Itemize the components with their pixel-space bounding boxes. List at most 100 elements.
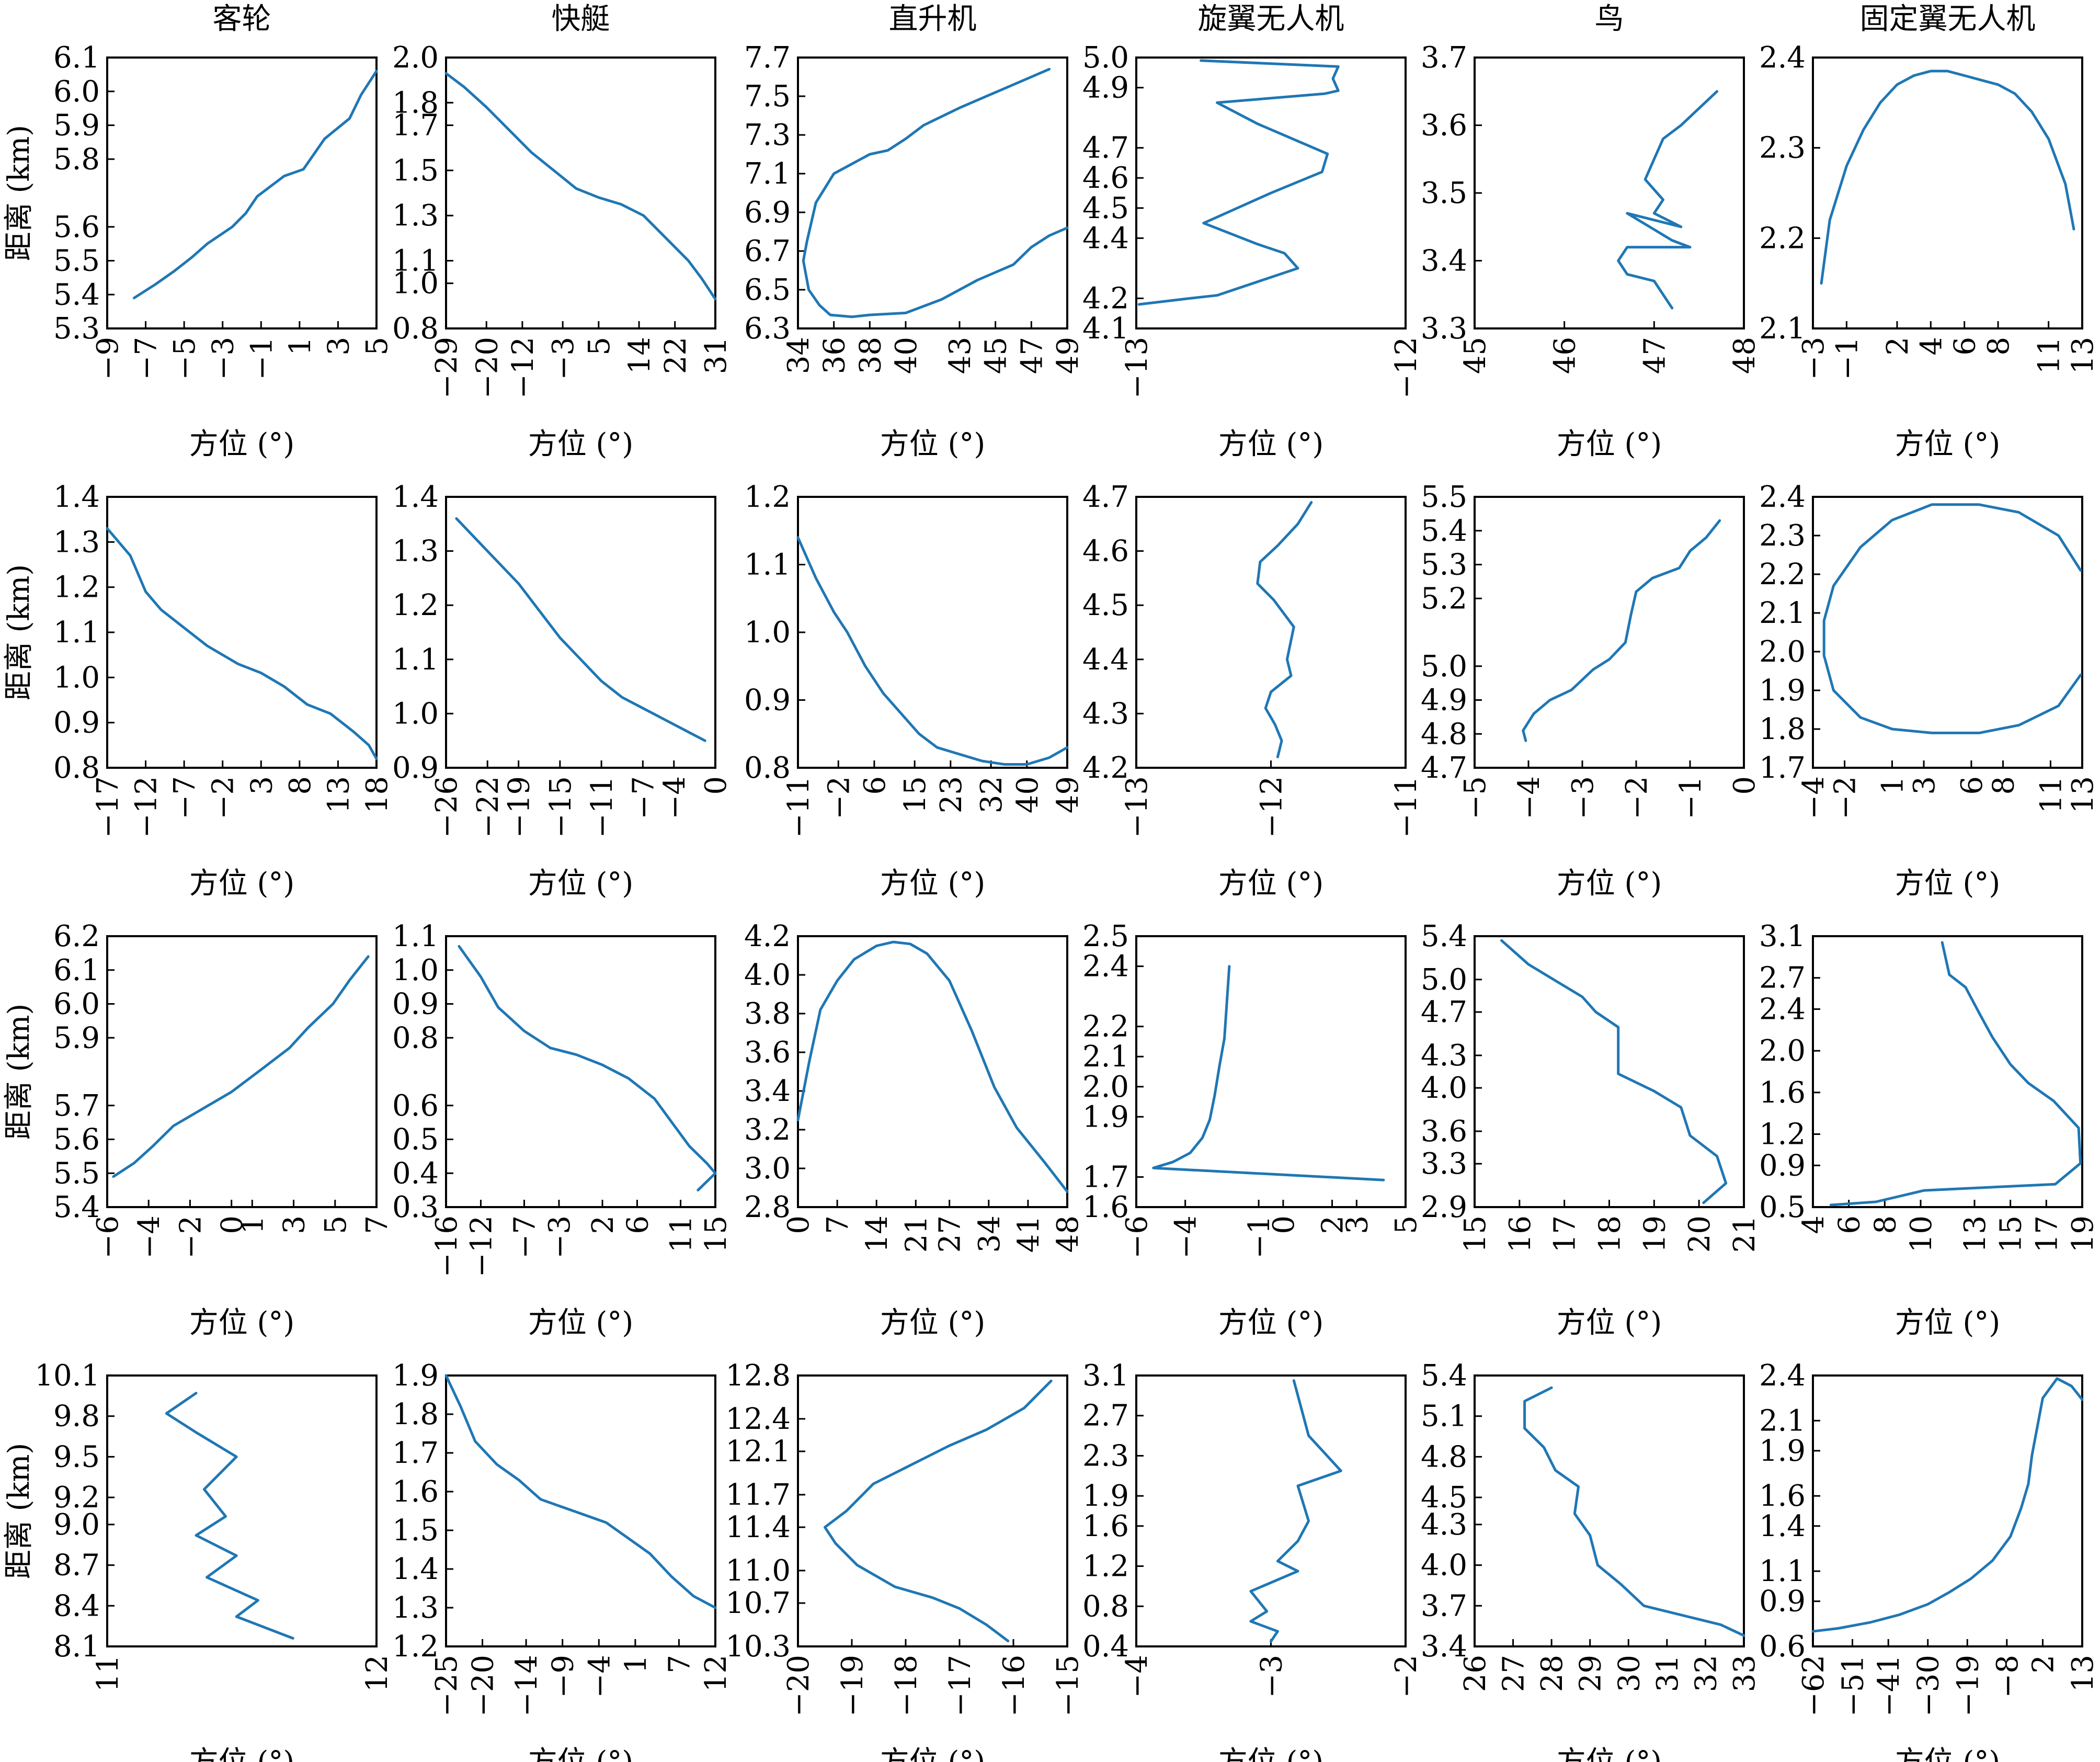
x-tick-label: 8 (283, 776, 317, 795)
y-tick-label: 3.8 (744, 997, 791, 1031)
x-tick-label: −3 (1566, 776, 1600, 820)
y-tick-label: 1.6 (1759, 1479, 1806, 1513)
x-tick-label: −20 (466, 1655, 500, 1716)
y-tick-label: 11.7 (725, 1478, 791, 1512)
x-tick-label: 17 (1548, 1215, 1582, 1253)
y-tick-label: 5.4 (53, 278, 100, 312)
series-line (824, 1379, 1053, 1643)
x-tick-label: −22 (471, 776, 505, 838)
x-tick-label: −11 (585, 776, 619, 838)
y-tick-label: 1.8 (392, 86, 439, 120)
x-tick-label: 15 (1458, 1215, 1492, 1253)
y-tick-label: 1.3 (392, 535, 439, 569)
y-tick-label: 3.0 (744, 1152, 791, 1186)
x-tick-label: 2 (1881, 337, 1915, 356)
x-tick-label: 40 (889, 337, 923, 374)
y-tick-label: 1.9 (1759, 1434, 1806, 1468)
x-tick-label: 45 (1458, 337, 1492, 374)
y-tick-label: 0.3 (392, 1190, 439, 1224)
y-tick-label: 4.7 (1421, 751, 1467, 785)
y-tick-label: 0.4 (392, 1156, 439, 1190)
x-tick-label: −1 (1830, 337, 1864, 380)
y-tick-label: 1.8 (392, 1397, 439, 1431)
y-tick-label: 5.3 (53, 312, 100, 346)
y-tick-label: 4.6 (1082, 535, 1129, 569)
y-tick-label: 1.4 (53, 480, 100, 514)
y-tick-label: 1.4 (392, 480, 439, 514)
y-tick-label: 5.5 (1421, 480, 1467, 514)
y-tick-label: 3.3 (1421, 312, 1467, 346)
x-axis-label: 方位 (°) (880, 1306, 986, 1340)
y-tick-label: 9.2 (53, 1481, 100, 1515)
column-title: 客轮 (213, 2, 271, 36)
y-tick-label: 6.2 (53, 919, 100, 953)
x-tick-label: −12 (1255, 776, 1289, 838)
y-tick-label: 0.9 (392, 751, 439, 785)
y-tick-label: 3.4 (1421, 244, 1467, 278)
x-tick-label: −12 (506, 337, 540, 399)
y-tick-label: 1.1 (744, 548, 791, 582)
y-tick-label: 0.8 (744, 751, 791, 785)
y-tick-label: 2.2 (1082, 1010, 1129, 1044)
y-tick-label: 1.6 (1082, 1190, 1129, 1224)
y-tick-label: 5.6 (53, 1123, 100, 1157)
y-tick-label: 6.1 (53, 41, 100, 75)
series-line (1829, 941, 2082, 1207)
x-tick-label: 3 (322, 337, 356, 356)
series-line (133, 70, 378, 300)
y-tick-label: 0.5 (1759, 1190, 1806, 1224)
y-tick-label: 4.5 (1082, 191, 1129, 225)
plot-frame (1135, 496, 1407, 769)
x-tick-label: −3 (1255, 1655, 1289, 1698)
x-tick-label: 2 (1316, 1215, 1350, 1234)
y-tick-label: 1.0 (392, 953, 439, 987)
y-tick-label: 11.0 (725, 1554, 791, 1588)
x-axis-label: 方位 (°) (1557, 867, 1662, 901)
x-tick-label: −41 (1872, 1655, 1906, 1716)
x-tick-label: 21 (1728, 1215, 1762, 1253)
column-title: 旋翼无人机 (1198, 2, 1344, 36)
x-tick-label: 4 (1914, 337, 1948, 356)
y-tick-label: 2.1 (1759, 1404, 1806, 1438)
y-tick-label: 6.1 (53, 953, 100, 987)
x-axis-label: 方位 (°) (1557, 1306, 1662, 1340)
y-tick-label: 5.1 (1421, 1400, 1467, 1434)
y-tick-label: 1.4 (1759, 1509, 1806, 1543)
x-tick-label: 3 (1908, 776, 1942, 795)
y-tick-label: 1.2 (744, 480, 791, 514)
x-tick-label: −3 (1797, 337, 1831, 380)
series-line (1256, 501, 1313, 758)
x-axis-label: 方位 (°) (880, 427, 986, 461)
plot-frame (1812, 935, 2083, 1208)
y-tick-label: 8.4 (53, 1589, 100, 1623)
x-tick-label: 13 (2066, 1655, 2100, 1692)
y-tick-label: 4.3 (1421, 1039, 1467, 1073)
x-tick-label: 45 (979, 337, 1013, 374)
x-tick-label: −6 (91, 1215, 125, 1259)
y-tick-label: 5.9 (53, 1021, 100, 1055)
plot-frame (106, 496, 378, 769)
x-tick-label: 12 (360, 1655, 394, 1692)
x-tick-label: 40 (1011, 776, 1045, 813)
x-tick-label: 2 (586, 1215, 620, 1234)
x-tick-label: 27 (933, 1215, 967, 1253)
x-axis-label: 方位 (°) (189, 867, 295, 901)
x-tick-label: 47 (1638, 337, 1672, 374)
x-tick-label: 4 (1797, 1215, 1831, 1234)
x-tick-label: −5 (1458, 776, 1492, 820)
y-tick-label: 7.5 (744, 79, 791, 113)
x-tick-label: −4 (132, 1215, 166, 1259)
y-tick-label: 7.3 (744, 118, 791, 152)
x-tick-label: 31 (699, 337, 733, 374)
y-tick-label: 1.3 (392, 1591, 439, 1625)
y-tick-label: 3.6 (1421, 109, 1467, 143)
y-tick-label: 4.9 (1421, 684, 1467, 718)
x-tick-label: −14 (510, 1655, 544, 1716)
y-tick-label: 1.0 (392, 697, 439, 731)
y-tick-label: 5.9 (53, 109, 100, 143)
y-tick-label: 2.4 (1082, 950, 1129, 984)
x-tick-label: −4 (1169, 1215, 1203, 1259)
y-tick-label: 2.4 (1759, 480, 1806, 514)
plot-frame (1812, 56, 2083, 329)
x-tick-label: 23 (934, 776, 968, 813)
